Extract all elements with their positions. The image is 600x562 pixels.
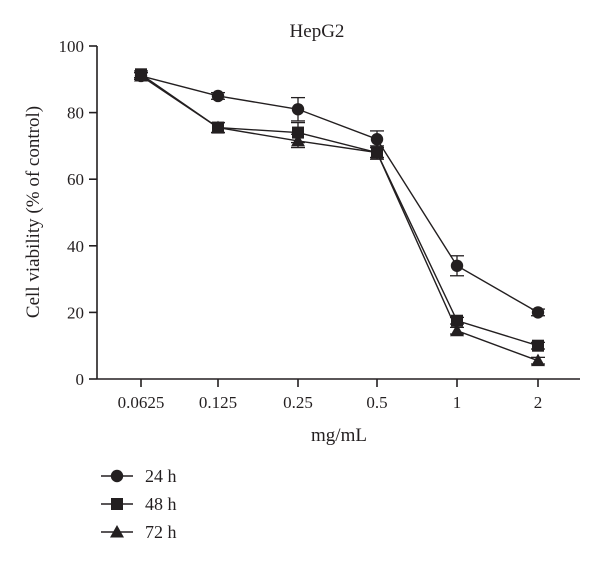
data-point [370, 133, 384, 146]
data-point [531, 353, 545, 367]
series-line [140, 75, 539, 314]
data-point [292, 126, 304, 139]
axes: 0 20 40 60 80 100 0.0625 0.125 0.25 0.5 1 2 [59, 37, 580, 412]
data-point [211, 120, 225, 134]
data-point [370, 145, 384, 159]
y-tick-label: 20 [67, 303, 84, 322]
y-tick-label: 100 [59, 37, 85, 56]
series-square [134, 68, 545, 352]
y-axis-label: Cell viability (% of control) [23, 106, 44, 318]
y-tick-label: 60 [67, 170, 84, 189]
x-tick-label: 1 [453, 393, 462, 412]
legend-item: 72 h [101, 522, 177, 542]
chart-title: HepG2 [290, 21, 345, 42]
data-point [450, 323, 464, 337]
legend-label: 24 h [145, 466, 177, 486]
y-tick-label: 80 [67, 104, 84, 123]
data-point [532, 339, 544, 352]
x-tick-label: 0.5 [366, 393, 387, 412]
series-layer [134, 68, 545, 367]
x-tick-label: 2 [534, 393, 543, 412]
y-tick-label: 40 [67, 237, 84, 256]
data-point [291, 133, 305, 147]
x-tick-label: 0.125 [199, 393, 237, 412]
series-line [140, 75, 539, 362]
series-triangle [134, 68, 545, 367]
legend-marker-circle [110, 469, 124, 483]
legend-label: 72 h [145, 522, 177, 542]
x-tick-label: 0.0625 [118, 393, 165, 412]
data-point [450, 259, 464, 272]
legend-label: 48 h [145, 494, 177, 514]
legend: 24 h 48 h 72 h [101, 466, 177, 542]
legend-item: 24 h [101, 466, 177, 486]
x-axis-label: mg/mL [311, 425, 367, 446]
legend-marker-triangle [110, 525, 124, 538]
legend-marker-square [111, 498, 123, 510]
data-point [134, 68, 148, 82]
series-line [140, 73, 539, 347]
data-point [531, 306, 545, 319]
y-tick-label: 0 [76, 370, 85, 389]
data-point [291, 103, 305, 116]
x-tick-label: 0.25 [283, 393, 313, 412]
legend-item: 48 h [101, 494, 177, 514]
data-point [211, 89, 225, 103]
series-circle [134, 69, 545, 319]
